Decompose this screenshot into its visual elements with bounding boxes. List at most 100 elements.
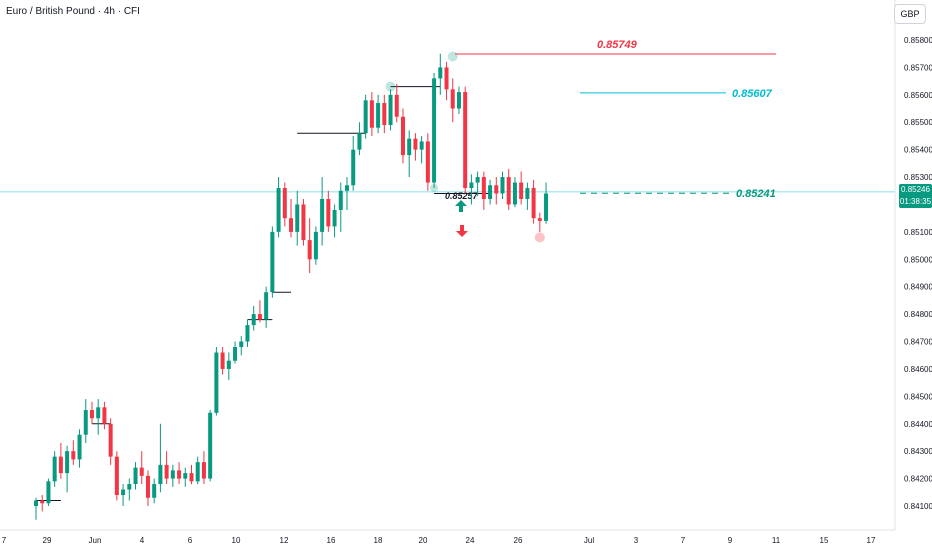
x-tick-label: 15: [820, 536, 829, 545]
candle-body: [494, 185, 499, 194]
y-tick-label: 0.85800: [904, 36, 932, 45]
swing-low-marker: [534, 232, 545, 243]
candle-body: [133, 467, 138, 485]
x-tick-label: 29: [43, 536, 52, 545]
candle-body: [65, 451, 70, 474]
candle-body: [96, 407, 101, 419]
annotation-label: 0.85257: [445, 191, 479, 201]
y-tick-label: 0.85300: [904, 173, 932, 182]
candle-body: [83, 410, 88, 435]
candle-body: [264, 292, 269, 320]
current-price-tag: 0.85246 01:38:35: [899, 184, 932, 208]
structure-lines: 0.85257: [36, 51, 545, 502]
y-tick-label: 0.85400: [904, 146, 932, 155]
candle-body: [170, 470, 175, 479]
price-levels: 0.85749 0.85607 0.85241: [455, 39, 776, 200]
candle-body: [388, 94, 393, 125]
y-tick-label: 0.84100: [904, 502, 932, 511]
candle-body: [369, 100, 374, 128]
current-price-label: 0.85246: [901, 185, 930, 194]
y-tick-label: 0.84500: [904, 392, 932, 401]
candle-body: [456, 92, 461, 109]
candle-body: [481, 177, 486, 199]
candle-body: [289, 218, 294, 232]
y-tick-label: 0.85500: [904, 118, 932, 127]
candle-body: [506, 177, 511, 205]
x-tick-label: 7: [681, 536, 686, 545]
candle-body: [71, 451, 76, 460]
candle-body: [52, 456, 57, 482]
candle-body: [376, 103, 381, 128]
down-arrow-icon: [456, 225, 468, 237]
x-tick-label: 7: [2, 536, 7, 545]
x-tick-label: 17: [867, 536, 876, 545]
candle-body: [239, 341, 244, 348]
x-tick-label: 18: [374, 536, 383, 545]
candle-body: [320, 198, 325, 232]
x-tick-label: 16: [327, 536, 336, 545]
candle-body: [251, 314, 256, 326]
candle-body: [537, 218, 542, 221]
y-tick-label: 0.85700: [904, 63, 932, 72]
candle-body: [531, 188, 536, 219]
candle-body: [114, 456, 119, 496]
candle-body: [152, 484, 157, 498]
candle-body: [301, 204, 306, 241]
candle-body: [189, 473, 194, 482]
candles: [34, 53, 549, 520]
y-tick-label: 0.84900: [904, 283, 932, 292]
candle-body: [295, 204, 300, 232]
candle-body: [89, 410, 94, 419]
candle-body: [214, 352, 219, 413]
level-label: 0.85241: [736, 188, 776, 200]
swing-high-marker: [447, 51, 458, 62]
y-tick-label: 0.84300: [904, 447, 932, 456]
x-tick-label: 10: [232, 536, 241, 545]
candle-body: [419, 141, 424, 150]
candle-body: [127, 484, 132, 490]
y-tick-label: 0.84400: [904, 420, 932, 429]
x-tick-label: 9: [728, 536, 733, 545]
candle-body: [34, 500, 38, 506]
y-tick-label: 0.84600: [904, 365, 932, 374]
candle-body: [145, 475, 150, 498]
y-tick-label: 0.85600: [904, 91, 932, 100]
y-tick-label: 0.84700: [904, 338, 932, 347]
x-tick-label: 26: [514, 536, 523, 545]
candle-body: [183, 473, 188, 479]
candle-body: [332, 209, 337, 227]
candle-body: [463, 92, 468, 189]
x-tick-label: 24: [466, 536, 475, 545]
candle-body: [357, 133, 362, 150]
y-tick-label: 0.84800: [904, 310, 932, 319]
candle-body: [270, 231, 275, 293]
candle-body: [512, 182, 517, 205]
candle-body: [313, 231, 318, 260]
candle-body: [121, 489, 126, 496]
candle-body: [276, 188, 281, 232]
candle-body: [77, 434, 82, 460]
x-tick-label: Jun: [89, 536, 102, 545]
up-arrow-icon: [455, 200, 467, 212]
candle-body: [220, 352, 225, 369]
candle-body: [469, 182, 474, 189]
y-tick-label: 0.85000: [904, 255, 932, 264]
candle-body: [139, 467, 144, 476]
candle-body: [233, 347, 238, 361]
candle-body: [382, 103, 387, 125]
candle-body: [257, 314, 262, 320]
countdown-label: 01:38:35: [899, 197, 932, 206]
y-tick-label: 0.84200: [904, 475, 932, 484]
swing-high-marker: [385, 81, 396, 92]
candle-body: [363, 100, 368, 134]
candle-body: [432, 78, 437, 183]
x-tick-label: 11: [772, 536, 781, 545]
candle-body: [394, 94, 399, 117]
x-tick-label: 3: [634, 536, 639, 545]
candle-body: [108, 423, 113, 457]
currency-badge[interactable]: GBP: [894, 4, 926, 24]
x-tick-label: 4: [140, 536, 145, 545]
x-tick-label: Jul: [584, 536, 594, 545]
candle-body: [58, 456, 63, 474]
